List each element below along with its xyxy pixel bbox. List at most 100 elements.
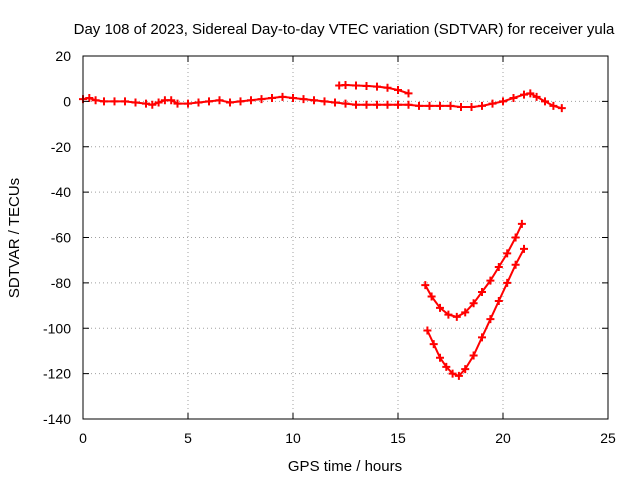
data-point <box>486 315 495 324</box>
data-point <box>226 98 234 107</box>
data-point <box>503 249 512 258</box>
data-point <box>205 97 213 106</box>
data-point <box>444 310 453 319</box>
data-point <box>394 100 402 109</box>
x-tick-label: 15 <box>390 430 406 446</box>
data-point <box>436 303 444 312</box>
plot-frame <box>82 55 609 420</box>
data-point <box>341 99 350 108</box>
data-point <box>494 262 503 271</box>
data-point <box>85 93 94 102</box>
data-point <box>421 281 430 290</box>
data-point <box>467 103 476 112</box>
data-point <box>331 98 339 107</box>
data-point <box>173 99 182 108</box>
x-tick-label: 0 <box>79 430 87 446</box>
data-point <box>257 95 266 104</box>
data-point <box>448 369 457 378</box>
data-point <box>549 101 558 110</box>
data-point <box>461 365 470 374</box>
y-tick-label: -120 <box>43 366 71 382</box>
data-point <box>299 95 308 104</box>
data-point <box>429 340 438 349</box>
y-tick-label: -80 <box>51 275 71 291</box>
data-point <box>457 103 465 112</box>
data-point <box>478 287 486 296</box>
data-point <box>436 353 444 362</box>
data-series <box>79 81 566 380</box>
plot-area <box>79 55 609 420</box>
data-point <box>310 96 318 105</box>
data-point <box>427 292 436 301</box>
data-point <box>194 98 203 107</box>
data-point <box>509 93 518 102</box>
y-tick-label: -140 <box>43 411 71 427</box>
data-point <box>423 326 432 335</box>
data-point <box>167 96 176 105</box>
data-point <box>142 99 150 108</box>
x-tick-label: 25 <box>600 430 616 446</box>
data-point <box>110 97 119 106</box>
data-point <box>469 351 478 360</box>
y-tick-label: -20 <box>51 139 71 155</box>
data-point <box>247 96 255 105</box>
data-point <box>557 104 566 113</box>
data-point <box>362 100 371 109</box>
data-point <box>486 276 495 285</box>
y-tick-label: -60 <box>51 230 71 246</box>
data-point <box>341 81 350 90</box>
data-point <box>236 97 245 106</box>
data-point <box>532 92 541 101</box>
data-point <box>511 233 520 242</box>
data-point <box>131 98 140 107</box>
data-point <box>469 299 478 308</box>
data-point <box>503 278 512 287</box>
data-point <box>404 89 413 98</box>
data-point <box>442 362 451 371</box>
data-point <box>517 219 526 228</box>
data-point <box>415 101 423 110</box>
data-point <box>215 96 224 105</box>
y-tick-label: -40 <box>51 184 71 200</box>
x-axis-label: GPS time / hours <box>288 458 402 475</box>
data-point <box>452 312 461 321</box>
data-point <box>394 86 402 95</box>
y-tick-label: -100 <box>43 320 71 336</box>
data-point <box>436 101 444 110</box>
data-point <box>91 96 100 105</box>
data-point <box>289 93 297 102</box>
y-axis-label: SDTVAR / TECUs <box>6 178 23 298</box>
data-point <box>184 99 192 108</box>
data-point <box>454 371 463 380</box>
chart-title: Day 108 of 2023, Sidereal Day-to-day VTE… <box>74 21 615 38</box>
data-point <box>373 82 381 91</box>
y-tick-label: 0 <box>63 93 71 109</box>
data-point <box>478 101 486 110</box>
data-point <box>383 100 392 109</box>
data-point <box>352 100 360 109</box>
data-point <box>526 89 535 98</box>
data-point <box>121 97 129 106</box>
data-point <box>383 83 392 92</box>
data-point <box>373 100 381 109</box>
data-point <box>352 81 360 90</box>
data-point <box>446 101 455 110</box>
axis-ticks <box>82 55 609 420</box>
data-point <box>541 97 549 106</box>
series-4-line <box>426 247 525 377</box>
data-point <box>404 100 413 109</box>
data-point <box>511 260 520 269</box>
data-point <box>154 98 163 107</box>
x-tick-label: 10 <box>285 430 301 446</box>
data-point <box>499 97 507 106</box>
data-point <box>320 97 329 106</box>
x-tick-label: 20 <box>495 430 511 446</box>
data-point <box>478 333 486 342</box>
x-tick-label: 5 <box>184 430 192 446</box>
data-point <box>148 100 157 109</box>
data-point <box>362 81 371 90</box>
data-point <box>100 97 108 106</box>
y-tick-label: 20 <box>55 48 71 64</box>
data-point <box>268 93 276 102</box>
